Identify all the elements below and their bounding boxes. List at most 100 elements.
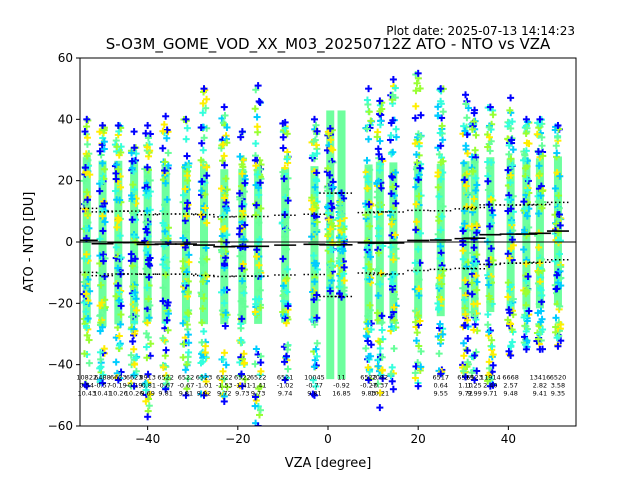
data-point: [142, 218, 150, 226]
data-point: [128, 195, 136, 203]
data-point: [114, 264, 122, 272]
data-point: [182, 366, 190, 374]
data-point: [222, 309, 230, 317]
data-point: [437, 97, 445, 105]
data-point: [415, 276, 423, 284]
data-point: [365, 108, 373, 116]
data-point: [238, 170, 246, 178]
data-point: [391, 291, 399, 299]
data-point: [96, 235, 104, 243]
data-point: [99, 159, 107, 167]
data-point: [282, 319, 290, 327]
data-point: [378, 312, 386, 320]
data-point: [366, 275, 374, 283]
data-point: [375, 150, 383, 158]
data-point: [159, 144, 167, 152]
data-point: [100, 199, 108, 207]
data-point: [130, 186, 138, 194]
data-point: [252, 201, 260, 209]
extreme-point: [376, 404, 384, 412]
data-point: [185, 348, 193, 356]
data-point: [415, 285, 423, 293]
data-point: [311, 183, 319, 191]
data-point: [388, 363, 396, 371]
data-point: [376, 137, 384, 145]
data-point: [251, 402, 259, 410]
data-point: [163, 258, 171, 266]
data-point: [83, 250, 91, 258]
data-point: [113, 223, 121, 231]
extreme-point: [83, 382, 91, 390]
data-point: [378, 105, 386, 113]
data-point: [463, 363, 471, 371]
data-point: [159, 261, 167, 269]
data-point: [462, 182, 470, 190]
extreme-point: [414, 382, 422, 390]
data-point: [117, 368, 125, 376]
data-point: [387, 119, 395, 127]
data-point: [219, 140, 227, 148]
data-point: [387, 190, 395, 198]
data-point: [220, 299, 228, 307]
data-point: [253, 270, 261, 278]
data-point: [471, 146, 479, 154]
data-point: [374, 316, 382, 324]
data-point: [219, 355, 227, 363]
data-point: [338, 245, 346, 253]
data-point: [181, 185, 189, 193]
data-point: [222, 254, 230, 262]
data-point: [252, 162, 260, 170]
data-point: [146, 254, 154, 262]
data-point: [163, 196, 171, 204]
data-point: [461, 304, 469, 312]
data-point: [236, 153, 244, 161]
data-point: [308, 205, 316, 213]
data-point: [112, 358, 120, 366]
data-point: [145, 314, 153, 322]
data-point: [198, 187, 206, 195]
data-point: [472, 259, 480, 267]
data-point: [387, 131, 395, 139]
data-point: [416, 164, 424, 172]
data-point: [460, 122, 468, 130]
data-point: [98, 212, 106, 220]
data-point: [164, 235, 172, 243]
extreme-point: [220, 397, 228, 405]
data-point: [388, 377, 396, 385]
data-point: [486, 147, 494, 155]
data-point: [484, 310, 492, 318]
data-point: [131, 255, 139, 263]
data-point: [99, 257, 107, 265]
data-point: [413, 337, 421, 345]
data-point: [179, 191, 187, 199]
data-point: [485, 364, 493, 372]
extreme-point: [389, 385, 397, 393]
data-point: [82, 225, 90, 233]
data-point: [375, 249, 383, 257]
data-point: [179, 257, 187, 265]
data-point: [312, 121, 320, 129]
data-point: [387, 370, 395, 378]
data-point: [159, 219, 167, 227]
data-point: [84, 276, 92, 284]
data-point: [146, 176, 154, 184]
data-point: [161, 201, 169, 209]
data-point: [143, 343, 151, 351]
data-point: [473, 286, 481, 294]
data-point: [366, 253, 374, 261]
data-point: [256, 286, 264, 294]
data-point: [241, 221, 249, 229]
data-point: [132, 295, 140, 303]
extreme-point: [200, 391, 208, 399]
data-point: [82, 308, 90, 316]
data-point: [255, 295, 263, 303]
data-point: [434, 305, 442, 313]
data-point: [473, 251, 481, 259]
data-point: [142, 265, 150, 273]
data-point: [327, 245, 335, 253]
data-point: [365, 368, 373, 376]
data-point: [131, 361, 139, 369]
data-point: [434, 112, 442, 120]
data-point: [326, 225, 334, 233]
data-point: [473, 300, 481, 308]
